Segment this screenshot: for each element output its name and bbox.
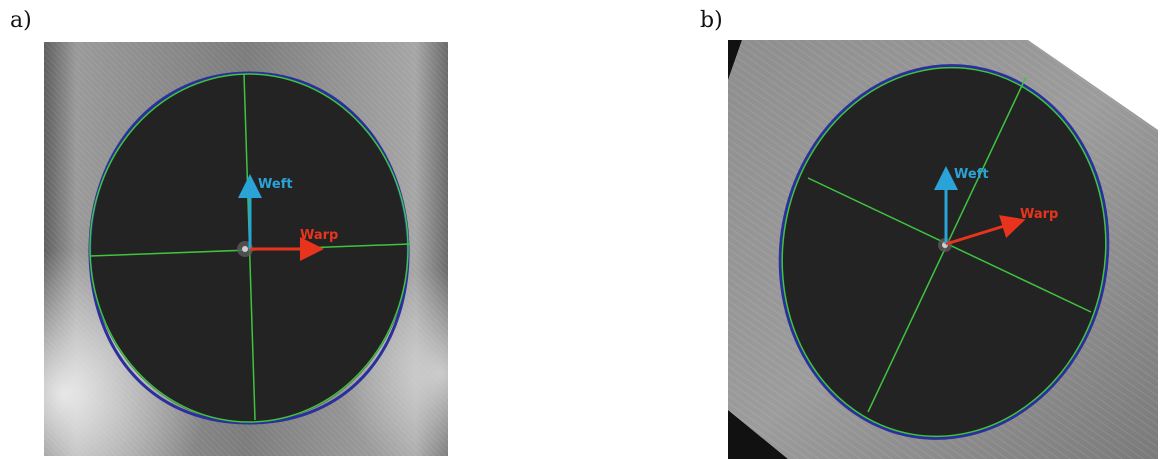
panel-b-image: Weft Warp [728,40,1158,459]
warp-arrow [945,215,1026,246]
weft-label: Weft [954,167,989,182]
panel-b-label: b) [700,8,723,33]
panel-a-label: a) [10,8,32,33]
panel-a-image: Weft Warp [44,42,448,456]
warp-label: Warp [1020,207,1058,222]
fitted-ellipse [781,66,1107,438]
sample-contour [778,64,1110,440]
warp-label: Warp [300,228,338,243]
fitted-ellipse [89,73,409,423]
weft-label: Weft [258,177,293,192]
